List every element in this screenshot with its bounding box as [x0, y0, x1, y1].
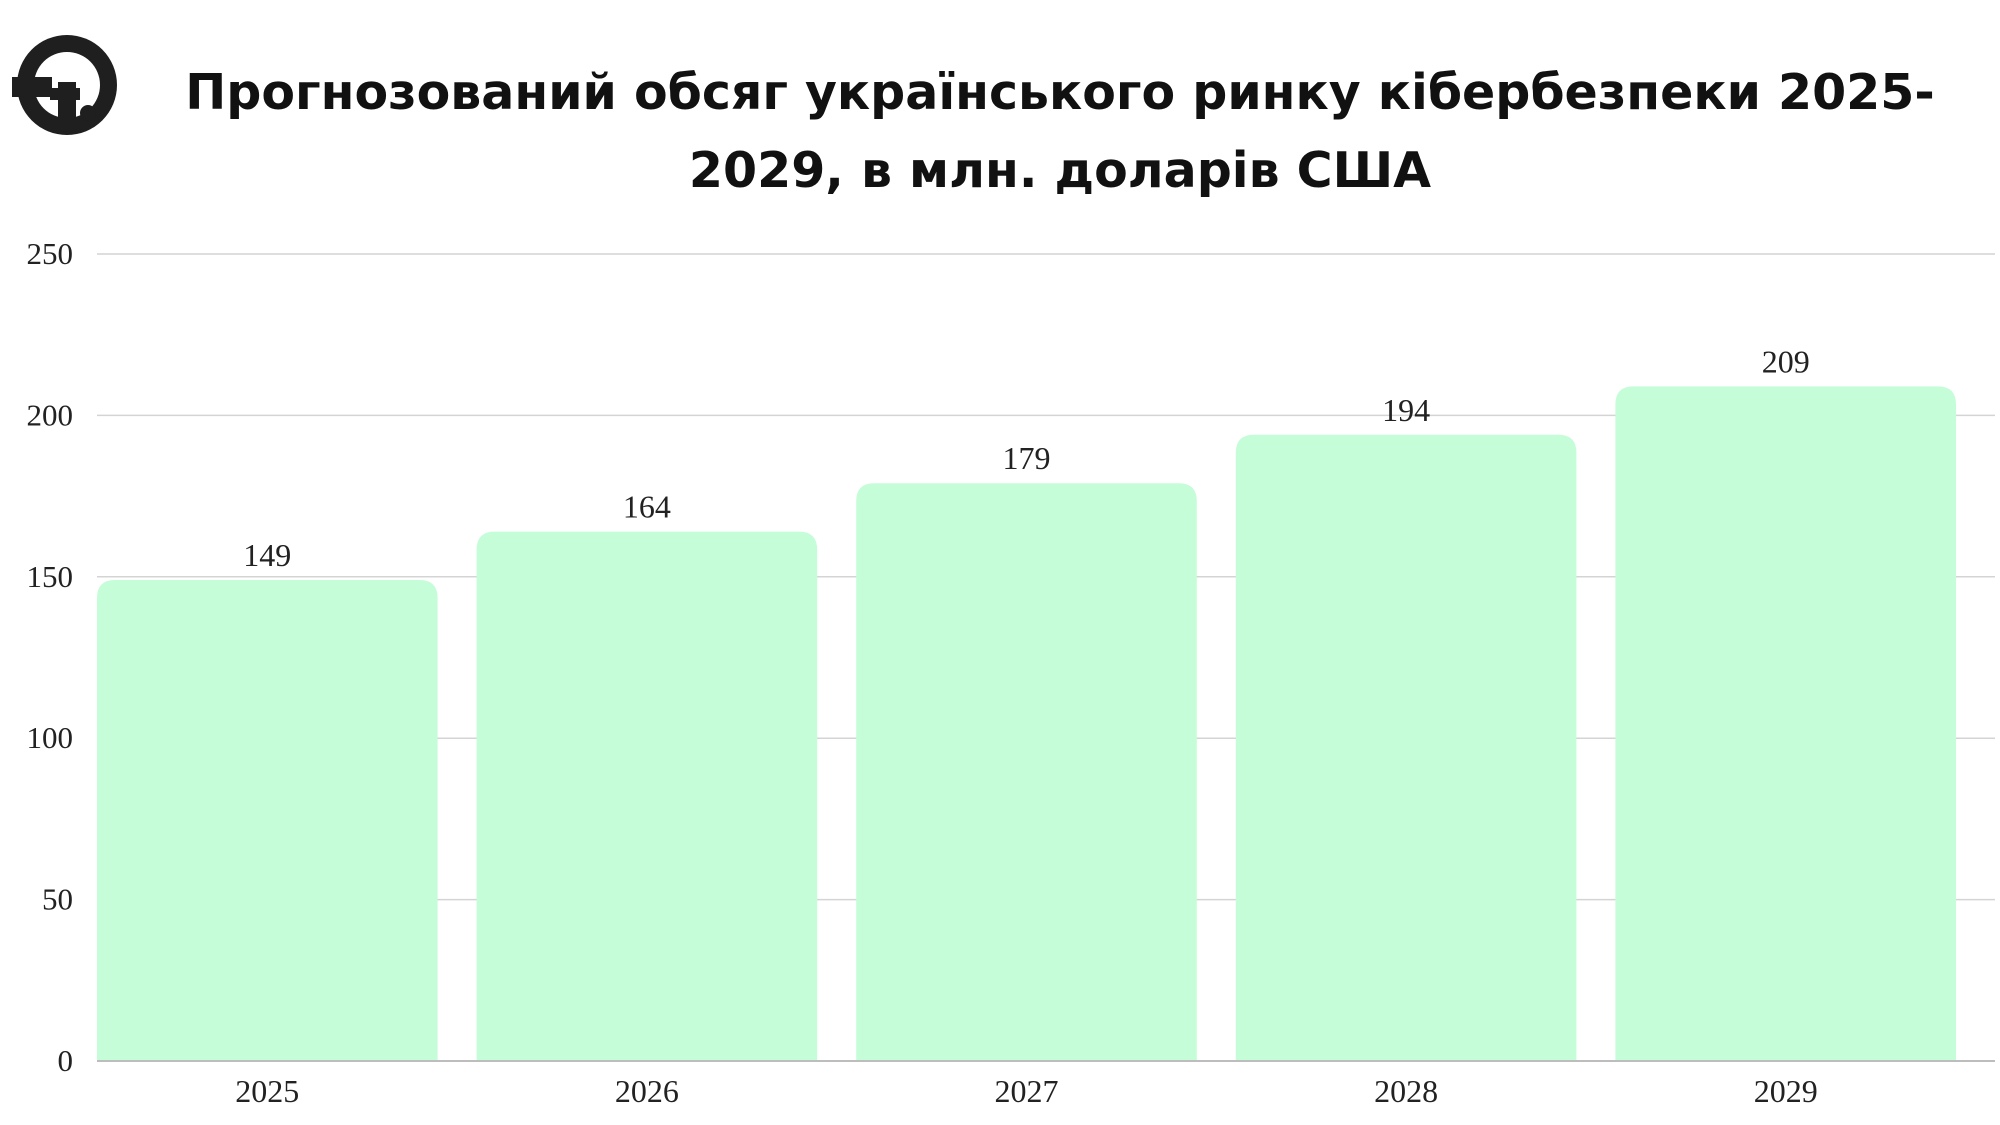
- bar-2028: [1235, 434, 1577, 1061]
- x-tick-label: 2027: [995, 1073, 1059, 1109]
- x-tick-label: 2026: [615, 1073, 679, 1109]
- x-tick-label: 2029: [1754, 1073, 1818, 1109]
- bar-2026: [476, 531, 818, 1061]
- bar-value-label: 209: [1762, 343, 1810, 379]
- bar-2029: [1615, 386, 1956, 1061]
- y-tick-label: 0: [58, 1043, 74, 1078]
- bar-value-label: 194: [1382, 392, 1430, 428]
- x-tick-label: 2025: [235, 1073, 299, 1109]
- y-tick-label: 50: [42, 882, 73, 917]
- bar-value-label: 179: [1003, 440, 1051, 476]
- x-tick-label: 2028: [1374, 1073, 1438, 1109]
- bars: [97, 386, 1956, 1061]
- y-tick-label: 100: [27, 720, 74, 755]
- bar-value-label: 149: [243, 537, 291, 573]
- bar-2025: [97, 580, 438, 1061]
- bar-2027: [856, 483, 1197, 1061]
- bar-value-label: 164: [623, 489, 671, 525]
- labels: 0 50 100 150 200 250 149 2025 164 2026 179 2027 194 2…: [27, 236, 1818, 1109]
- y-tick-label: 200: [27, 397, 74, 432]
- y-tick-label: 150: [27, 559, 74, 594]
- brand-logo-icon: [12, 35, 117, 135]
- chart-title: Прогнозований обсяг українського ринку к…: [185, 64, 1935, 199]
- y-tick-label: 250: [27, 236, 74, 271]
